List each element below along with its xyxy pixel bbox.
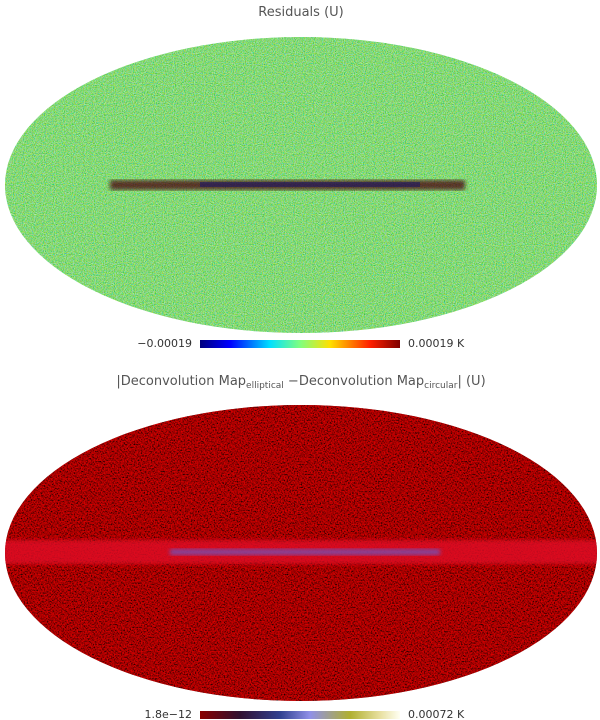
title-subscript: circular <box>424 381 458 391</box>
colorbar <box>200 340 400 348</box>
title-part: Residuals (U) <box>258 5 343 20</box>
panel-title: |Deconvolution Mapelliptical −Deconvolut… <box>116 374 485 391</box>
galactic-residual <box>200 182 420 187</box>
colorbar-min: 1.8e−12 <box>145 708 192 720</box>
title-subscript: elliptical <box>246 381 284 391</box>
sky-map <box>5 405 597 701</box>
colorbar-max: 0.00019 K <box>408 337 465 350</box>
galactic-core <box>170 549 440 555</box>
title-part: −Deconvolution Map <box>284 374 424 389</box>
panel-title: Residuals (U) <box>258 5 343 20</box>
colorbar <box>200 711 400 719</box>
title-part: | (U) <box>457 374 485 389</box>
colorbar-min: −0.00019 <box>137 337 192 350</box>
colorbar-max: 0.00072 K <box>408 708 465 720</box>
sky-map <box>5 37 597 333</box>
title-part: |Deconvolution Map <box>116 374 246 389</box>
